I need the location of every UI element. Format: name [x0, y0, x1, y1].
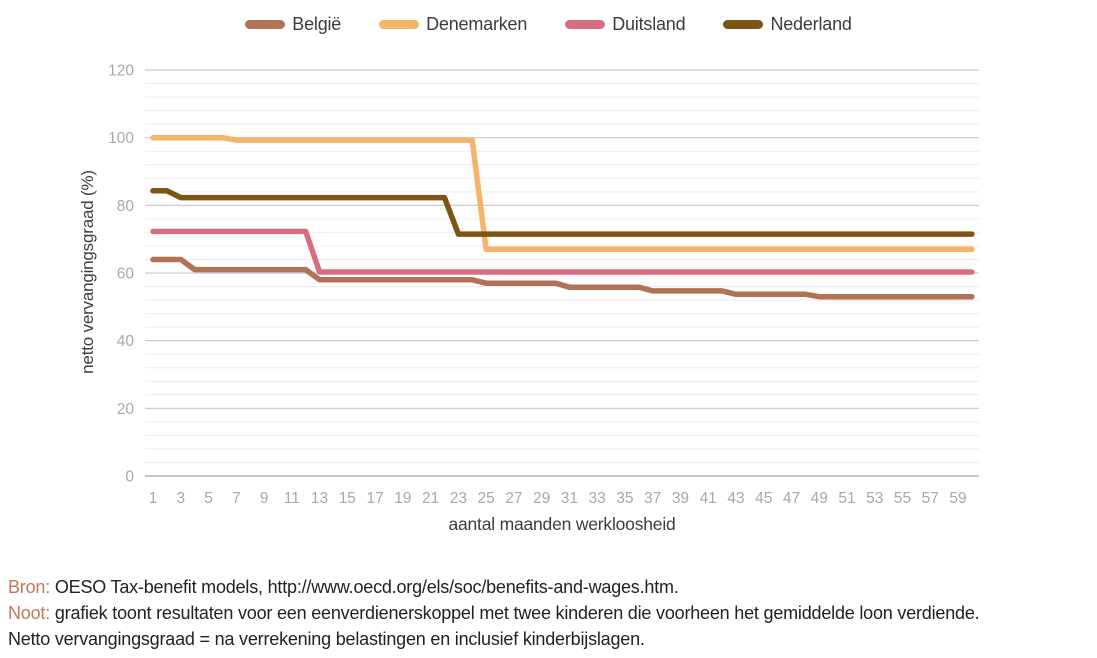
- y-tick-label: 60: [117, 266, 135, 283]
- source-notes: Bron: OESO Tax-benefit models, http://ww…: [0, 574, 993, 652]
- x-tick-label: 55: [894, 490, 911, 507]
- x-tick-label: 31: [561, 490, 578, 507]
- x-tick-label: 37: [644, 490, 661, 507]
- legend-swatch: [723, 20, 764, 29]
- x-tick-label: 45: [755, 490, 772, 507]
- legend-label: België: [292, 14, 342, 34]
- series-line-belgi: [150, 256, 975, 300]
- x-tick-label: 21: [422, 490, 439, 507]
- x-tick-label: 29: [533, 490, 550, 507]
- series-line-duitsland: [150, 228, 975, 275]
- x-tick-label: 5: [204, 490, 213, 507]
- x-tick-label: 47: [783, 490, 800, 507]
- x-tick-label: 7: [232, 490, 241, 507]
- x-tick-label: 41: [700, 490, 717, 507]
- source-note-bron: Bron: OESO Tax-benefit models, http://ww…: [8, 574, 993, 600]
- series-line-nederland: [150, 188, 975, 237]
- x-tick-label: 13: [311, 490, 328, 507]
- x-tick-label: 53: [866, 490, 883, 507]
- legend-swatch: [379, 20, 420, 29]
- legend-label: Denemarken: [426, 14, 528, 34]
- x-tick-label: 15: [339, 490, 356, 507]
- x-tick-label: 9: [260, 490, 269, 507]
- x-tick-label: 39: [672, 490, 689, 507]
- x-tick-label: 1: [149, 490, 158, 507]
- x-tick-label: 25: [477, 490, 494, 507]
- y-tick-label: 120: [108, 63, 134, 80]
- x-tick-label: 51: [838, 490, 855, 507]
- legend-item-belgi: België: [245, 14, 341, 35]
- x-tick-label: 23: [450, 490, 467, 507]
- legend-item-nederland: Nederland: [723, 14, 852, 35]
- source-note-noot: Noot: grafiek toont resultaten voor een …: [8, 600, 993, 652]
- x-tick-label: 43: [727, 490, 744, 507]
- chart-area: België Denemarken Duitsland Nederland 0 20 40…: [0, 14, 1097, 534]
- legend-item-denemarken: Denemarken: [379, 14, 527, 35]
- x-tick-label: 57: [922, 490, 939, 507]
- x-tick-label: 11: [284, 490, 300, 507]
- x-tick-label: 59: [949, 490, 966, 507]
- x-axis-title: aantal maanden werkloosheid: [448, 514, 676, 534]
- noot-prefix: Noot:: [8, 603, 51, 623]
- x-tick-label: 33: [589, 490, 606, 507]
- x-tick-label: 17: [366, 490, 383, 507]
- legend-label: Duitsland: [612, 14, 686, 34]
- y-tick-label: 20: [117, 401, 135, 418]
- series-line-denemarken: [150, 134, 975, 253]
- legend-swatch: [245, 20, 286, 29]
- y-tick-label: 100: [108, 130, 134, 147]
- legend-swatch: [565, 20, 606, 29]
- legend-item-duitsland: Duitsland: [565, 14, 686, 35]
- x-tick-label: 3: [176, 490, 185, 507]
- y-tick-label: 0: [125, 469, 134, 486]
- noot-text: grafiek toont resultaten voor een eenver…: [8, 603, 980, 649]
- legend-label: Nederland: [770, 14, 852, 34]
- bron-prefix: Bron:: [8, 577, 51, 597]
- y-tick-label: 40: [117, 333, 135, 350]
- chart-legend: België Denemarken Duitsland Nederland: [0, 14, 1097, 35]
- x-tick-label: 19: [394, 490, 411, 507]
- y-axis-title: netto vervangingsgraad (%): [78, 170, 97, 374]
- x-tick-label: 49: [811, 490, 828, 507]
- x-tick-label: 27: [505, 490, 522, 507]
- y-tick-label: 80: [117, 198, 135, 215]
- bron-text: OESO Tax-benefit models, http://www.oecd…: [54, 577, 679, 597]
- x-tick-label: 35: [616, 490, 633, 507]
